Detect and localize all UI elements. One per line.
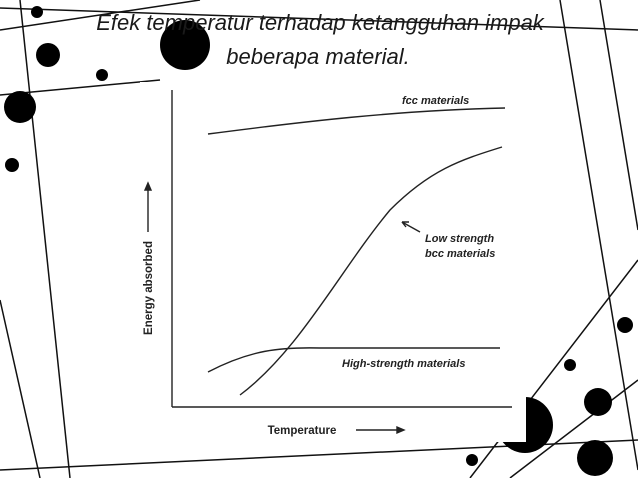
arrow-head [143,181,153,191]
arrow-head [396,425,406,435]
title-line: beberapa material. [226,44,409,69]
y-axis-label: Energy absorbed [143,241,155,335]
figure [143,90,512,435]
curve-label: Low strength [425,233,494,245]
curve [239,146,503,396]
curve-label: fcc materials [402,95,469,107]
x-axis-label: Temperature [268,425,337,437]
curve [207,347,500,373]
curve [207,107,506,135]
figure-background [140,82,526,442]
pointer [401,221,421,233]
curve-label: High-strength materials [342,358,465,370]
arrow-head [401,221,409,228]
curve-label: bcc materials [425,248,495,260]
title-line: Efek temperatur terhadap ketangguhan imp… [96,10,545,35]
